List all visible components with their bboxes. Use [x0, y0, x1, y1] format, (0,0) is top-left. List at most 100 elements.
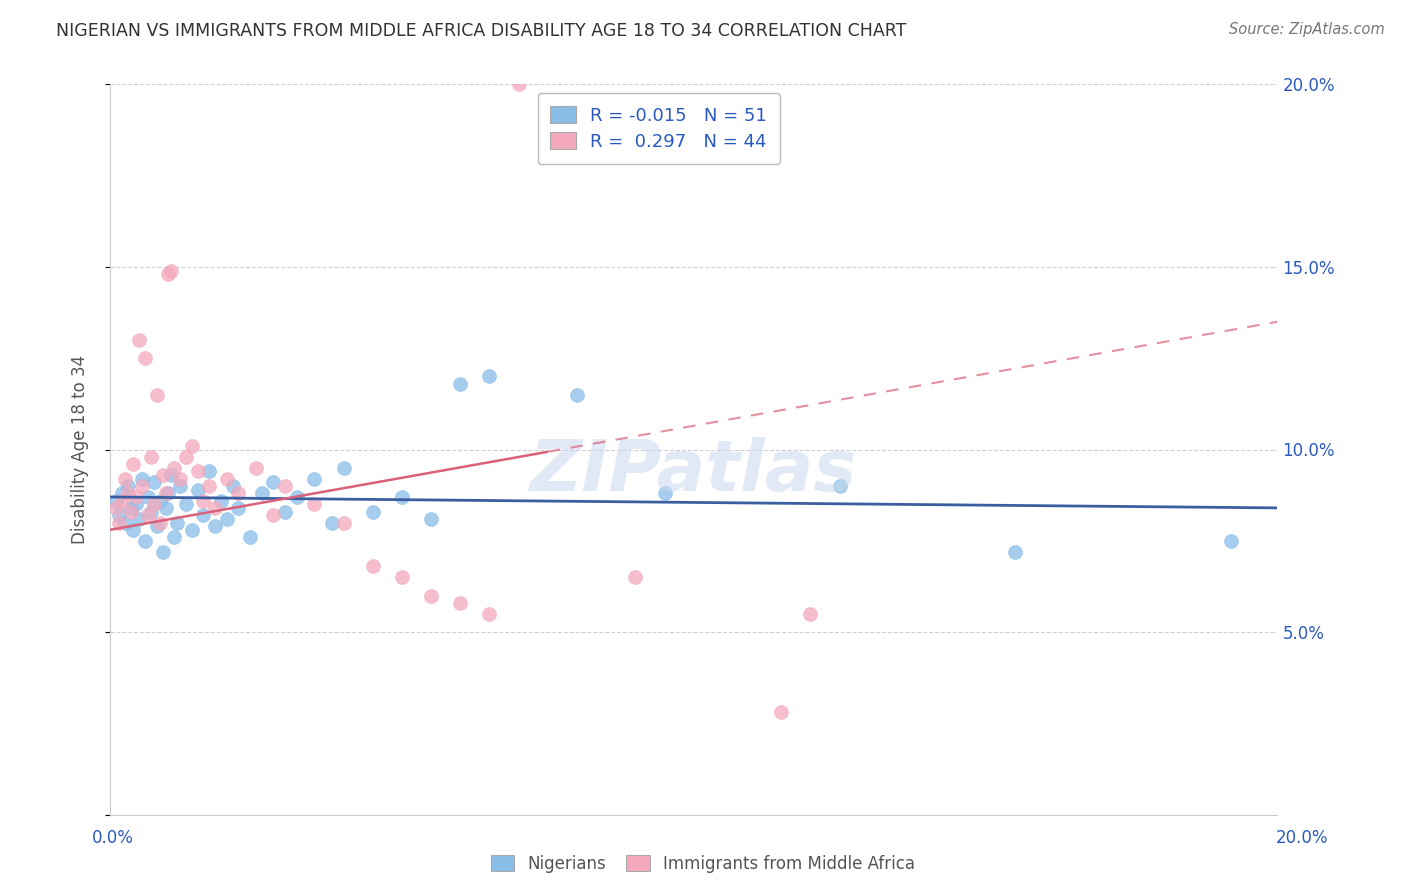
Point: [250, 486, 273, 500]
Point: [149, 516, 172, 530]
Point: [122, 523, 145, 537]
Point: [134, 351, 156, 366]
Point: [239, 530, 262, 544]
Point: [169, 472, 191, 486]
Point: [274, 504, 297, 518]
Point: [145, 519, 167, 533]
Point: [160, 263, 183, 277]
Point: [204, 519, 226, 533]
Point: [193, 508, 215, 523]
Point: [117, 486, 139, 500]
Point: [142, 497, 165, 511]
Point: [1219, 533, 1241, 548]
Point: [114, 516, 136, 530]
Point: [274, 479, 297, 493]
Point: [114, 472, 136, 486]
Text: Source: ZipAtlas.com: Source: ZipAtlas.com: [1229, 22, 1385, 37]
Point: [120, 504, 142, 518]
Point: [565, 388, 588, 402]
Point: [245, 460, 267, 475]
Point: [166, 516, 188, 530]
Point: [478, 607, 501, 621]
Point: [391, 490, 413, 504]
Point: [174, 450, 197, 464]
Point: [157, 267, 180, 281]
Point: [799, 607, 821, 621]
Point: [117, 479, 139, 493]
Point: [136, 490, 159, 504]
Point: [131, 472, 153, 486]
Point: [157, 486, 180, 500]
Point: [163, 530, 186, 544]
Text: 0.0%: 0.0%: [91, 829, 134, 847]
Point: [478, 369, 501, 384]
Point: [180, 439, 202, 453]
Point: [134, 533, 156, 548]
Point: [180, 523, 202, 537]
Point: [155, 486, 177, 500]
Point: [104, 493, 127, 508]
Point: [228, 486, 250, 500]
Point: [128, 333, 150, 347]
Point: [263, 508, 285, 523]
Point: [193, 493, 215, 508]
Point: [145, 388, 167, 402]
Point: [828, 479, 851, 493]
Point: [332, 516, 354, 530]
Point: [149, 493, 172, 508]
Text: ZIPatlas: ZIPatlas: [530, 437, 858, 506]
Point: [198, 464, 221, 478]
Point: [228, 500, 250, 515]
Point: [104, 500, 127, 515]
Point: [160, 468, 183, 483]
Point: [215, 512, 238, 526]
Point: [332, 460, 354, 475]
Point: [209, 493, 232, 508]
Point: [263, 475, 285, 490]
Point: [420, 589, 443, 603]
Point: [125, 490, 148, 504]
Legend: R = -0.015   N = 51, R =  0.297   N = 44: R = -0.015 N = 51, R = 0.297 N = 44: [538, 94, 779, 163]
Point: [174, 497, 197, 511]
Point: [654, 486, 676, 500]
Point: [449, 596, 471, 610]
Point: [624, 570, 647, 584]
Point: [152, 468, 174, 483]
Point: [136, 508, 159, 523]
Point: [361, 559, 384, 574]
Point: [304, 472, 326, 486]
Y-axis label: Disability Age 18 to 34: Disability Age 18 to 34: [72, 355, 89, 544]
Point: [420, 512, 443, 526]
Point: [361, 504, 384, 518]
Point: [204, 500, 226, 515]
Point: [198, 479, 221, 493]
Point: [221, 479, 243, 493]
Point: [139, 450, 162, 464]
Point: [187, 483, 209, 497]
Point: [131, 479, 153, 493]
Text: NIGERIAN VS IMMIGRANTS FROM MIDDLE AFRICA DISABILITY AGE 18 TO 34 CORRELATION CH: NIGERIAN VS IMMIGRANTS FROM MIDDLE AFRIC…: [56, 22, 907, 40]
Point: [152, 545, 174, 559]
Point: [187, 464, 209, 478]
Point: [125, 497, 148, 511]
Point: [321, 516, 343, 530]
Point: [122, 457, 145, 471]
Point: [770, 706, 793, 720]
Point: [128, 512, 150, 526]
Point: [163, 460, 186, 475]
Point: [142, 475, 165, 490]
Point: [304, 497, 326, 511]
Point: [215, 472, 238, 486]
Point: [285, 490, 308, 504]
Point: [108, 508, 131, 523]
Point: [169, 479, 191, 493]
Text: 20.0%: 20.0%: [1277, 829, 1329, 847]
Point: [111, 486, 134, 500]
Point: [108, 516, 131, 530]
Point: [508, 78, 530, 92]
Point: [449, 376, 471, 391]
Point: [139, 504, 162, 518]
Point: [111, 493, 134, 508]
Point: [155, 500, 177, 515]
Point: [120, 500, 142, 515]
